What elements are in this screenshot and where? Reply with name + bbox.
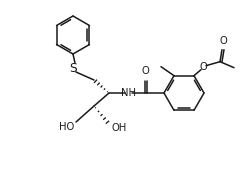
Text: HO: HO xyxy=(59,122,74,132)
Text: O: O xyxy=(199,62,207,72)
Text: OH: OH xyxy=(111,123,126,133)
Text: NH: NH xyxy=(121,88,136,98)
Text: O: O xyxy=(141,66,149,76)
Text: S: S xyxy=(69,62,77,74)
Text: O: O xyxy=(219,36,227,46)
